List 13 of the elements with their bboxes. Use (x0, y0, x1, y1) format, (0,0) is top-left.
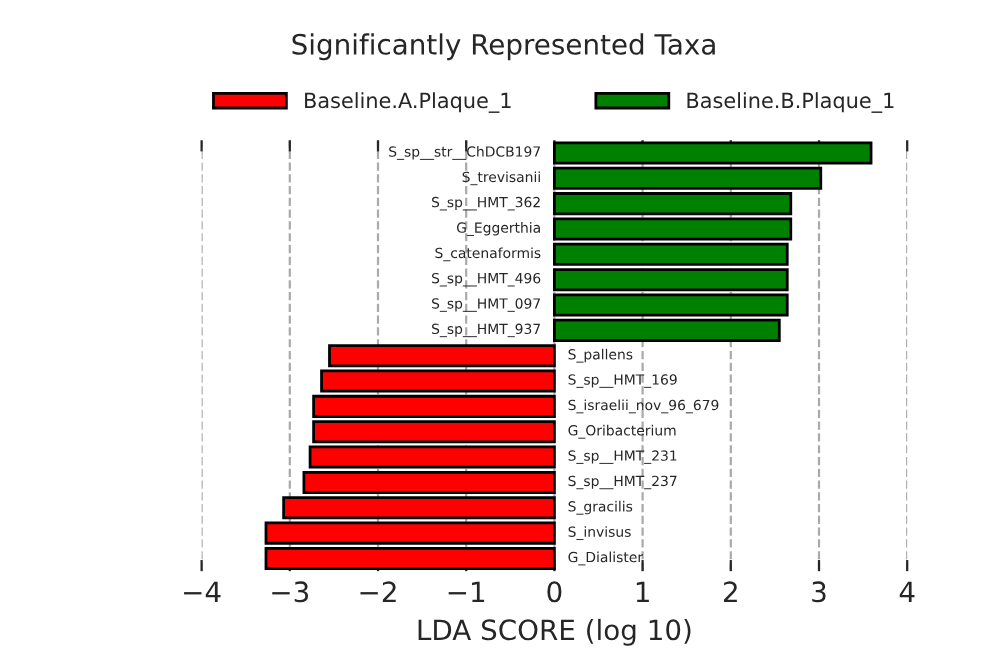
x-axis-title: LDA SCORE (log 10) (418, 618, 691, 646)
x-tick-label: −4 (184, 581, 221, 602)
x-tick-label: 0 (547, 581, 562, 603)
x-tick-label: −2 (360, 581, 396, 602)
x-tick-label: 3 (812, 581, 826, 603)
legend-label: Baseline.B.Plaque_1 (687, 92, 894, 113)
x-tick-label: 1 (636, 581, 649, 602)
x-tick-label: −1 (448, 581, 485, 602)
x-tick-label: 4 (899, 581, 915, 602)
chart-title: Significantly Represented Taxa (292, 33, 715, 61)
x-tick-label: −3 (272, 581, 309, 603)
x-tick-label: 2 (724, 581, 737, 602)
legend-label: Baseline.A.Plaque_1 (305, 92, 511, 113)
